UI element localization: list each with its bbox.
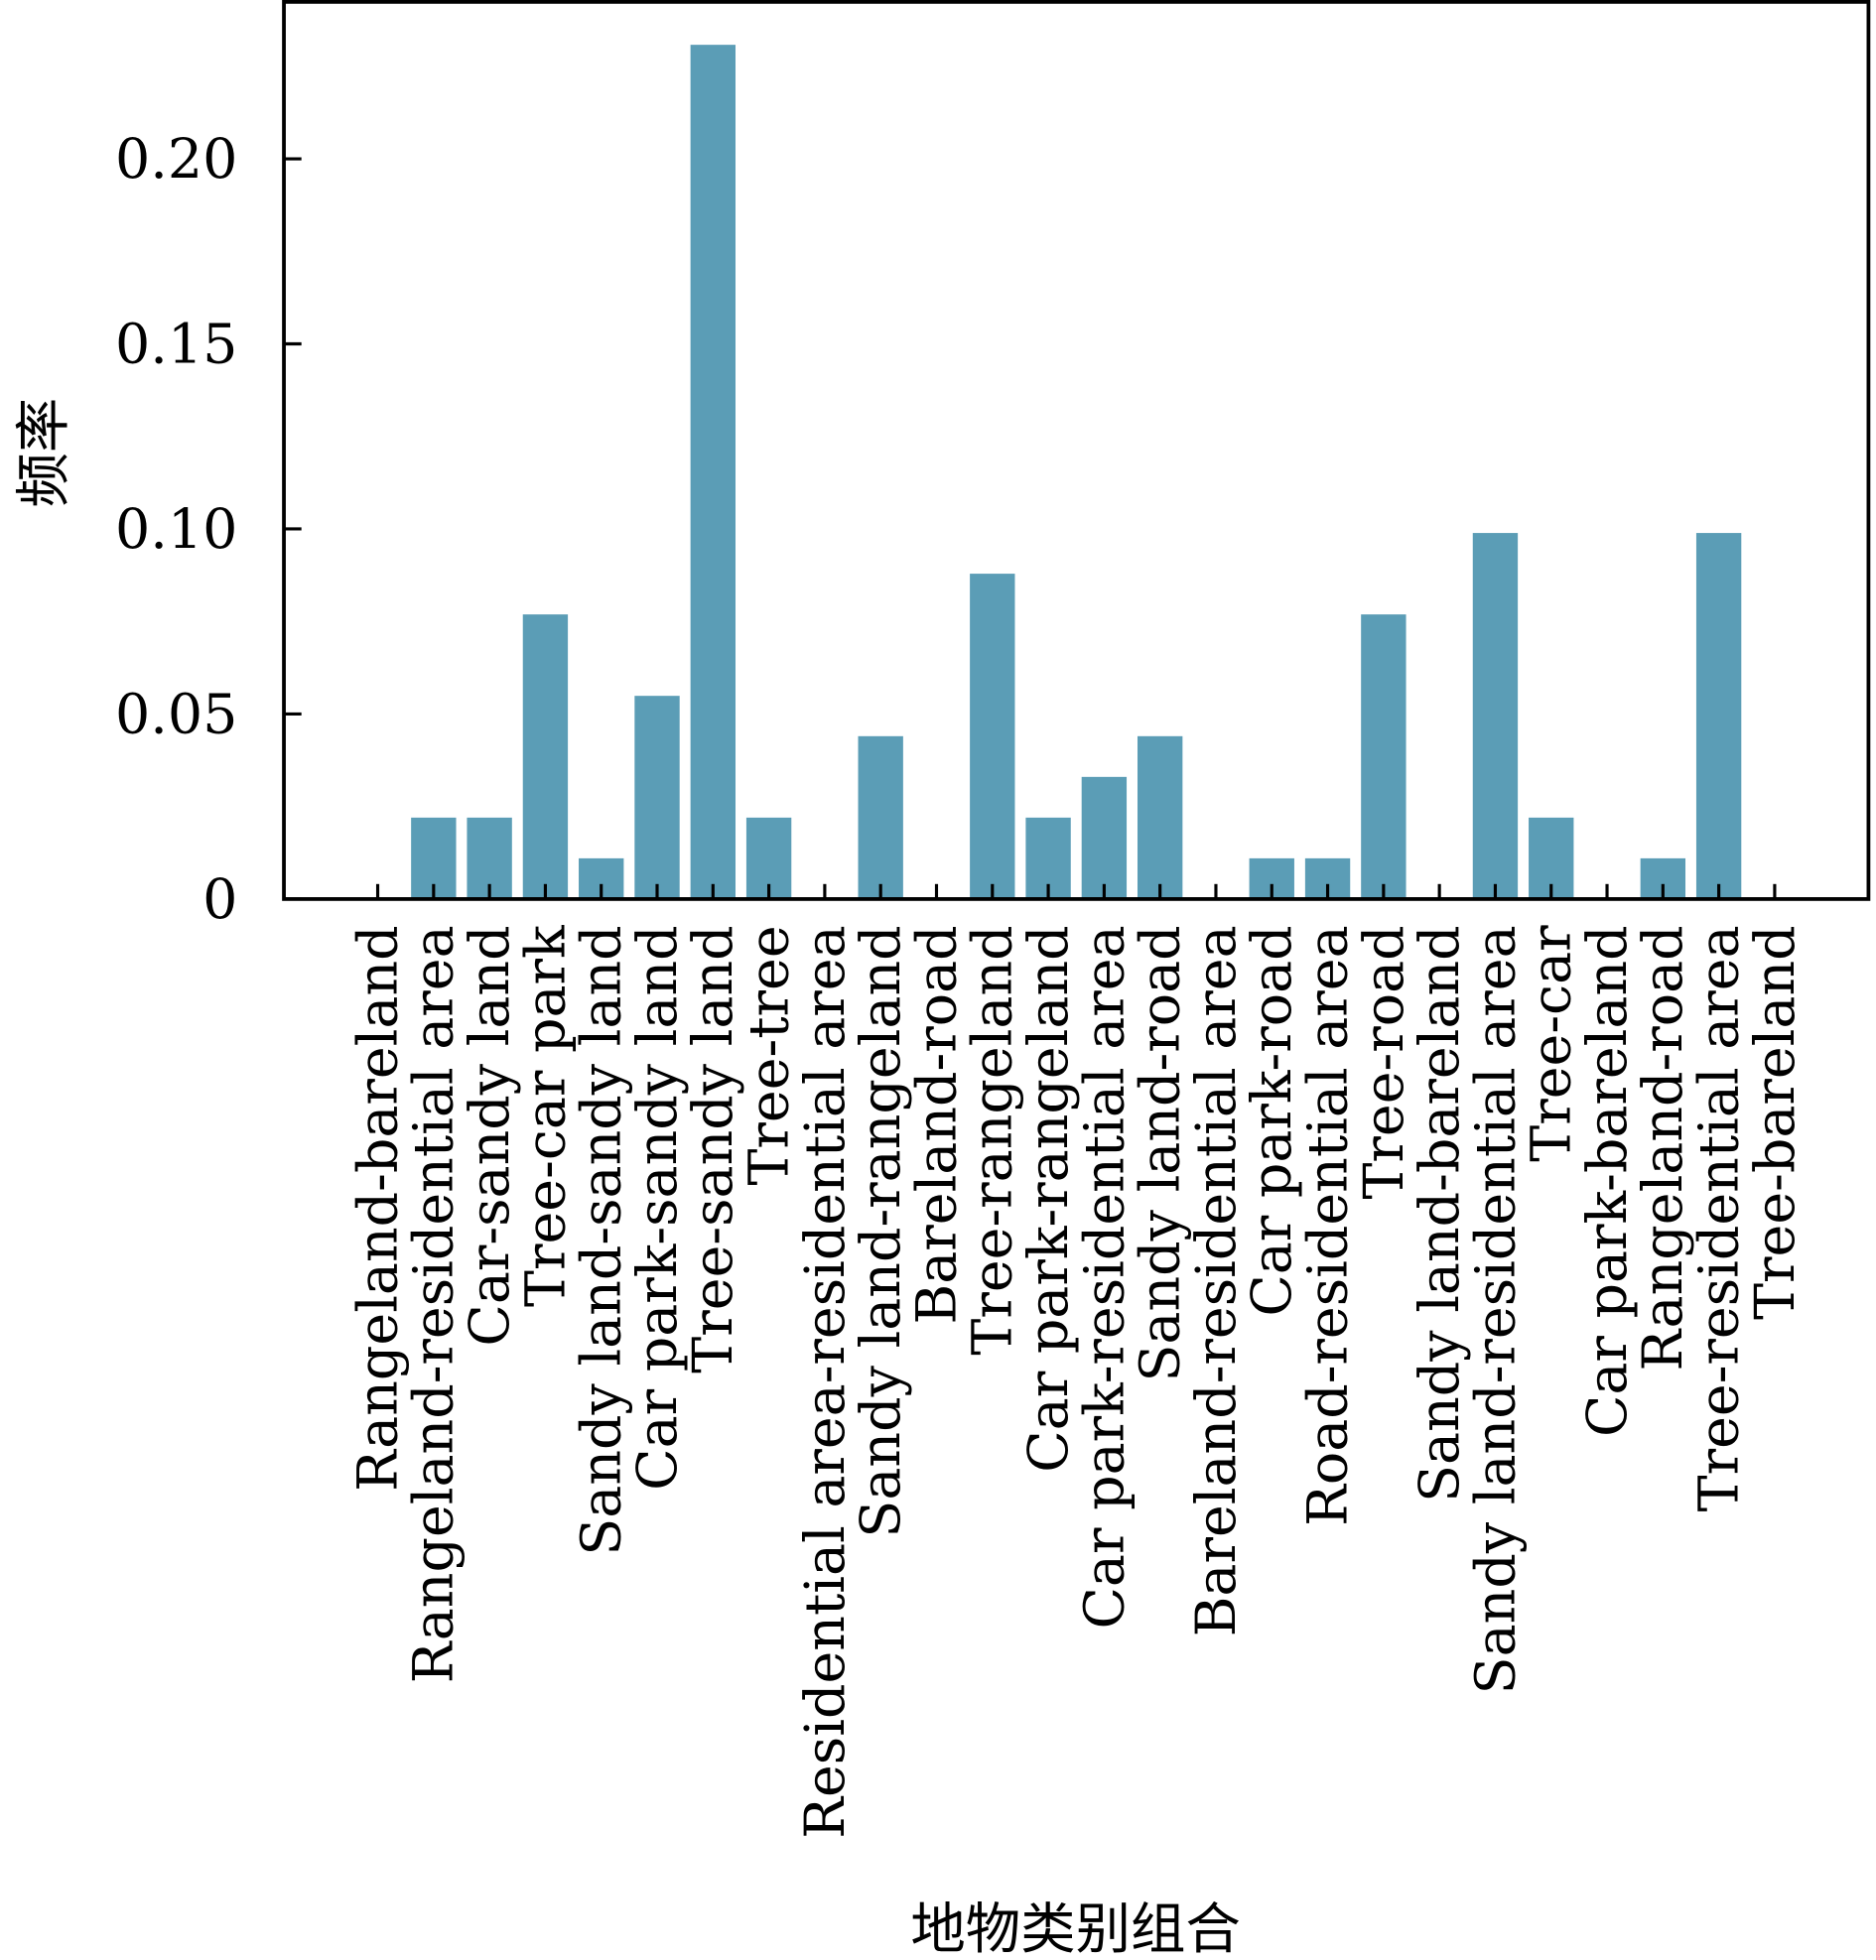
- bar: [970, 574, 1015, 899]
- y-tick-label: 0.05: [115, 683, 237, 746]
- x-tick-label: Sandy land-residential area: [1464, 925, 1528, 1694]
- x-tick-label: Sandy land-sandy land: [571, 925, 634, 1555]
- plot-frame: [282, 0, 1871, 901]
- y-tick-label: 0.20: [115, 128, 237, 192]
- bar: [1081, 776, 1128, 899]
- x-tick-label: Tree-rangeland: [962, 925, 1025, 1355]
- x-tick-label: Bareland-residential area: [1185, 925, 1249, 1636]
- x-tick-label: Sandy land-bareland: [1408, 925, 1472, 1503]
- x-tick-label: Car park-residential area: [1073, 925, 1137, 1629]
- x-tick-label: Sandy land-road: [1130, 925, 1193, 1381]
- x-tick-label: Car park-road: [1241, 925, 1304, 1316]
- x-tick-label: Tree-sandy land: [682, 925, 745, 1372]
- x-tick-label: Car park-sandy land: [626, 925, 690, 1490]
- bar: [1361, 614, 1407, 899]
- bar: [522, 614, 569, 899]
- x-tick-label: Tree-road: [1353, 925, 1416, 1199]
- bar: [634, 696, 680, 899]
- x-tick-label: Rangeland-road: [1632, 925, 1695, 1371]
- x-tick-label: Car-sandy land: [459, 925, 522, 1346]
- x-tick-label: Tree-car park: [514, 925, 578, 1307]
- bar: [690, 45, 736, 899]
- y-tick-label: 0: [202, 868, 237, 932]
- y-axis: 0 0.05 0.10 0.15 0.20: [115, 128, 302, 932]
- x-tick-label: Tree-car: [1521, 925, 1584, 1162]
- x-tick-label: Road-residential area: [1296, 925, 1360, 1526]
- y-tick-label: 0.10: [115, 498, 237, 562]
- x-tick-label: Rangeland-bareland: [346, 925, 410, 1491]
- bars: [411, 45, 1742, 899]
- x-axis: Rangeland-barelandRangeland-residential …: [346, 883, 1808, 1839]
- x-tick-label: Tree-bareland: [1744, 925, 1808, 1320]
- y-tick-label: 0.15: [115, 313, 237, 376]
- x-tick-label: Tree-tree: [738, 925, 802, 1185]
- y-axis-label: 频率: [13, 398, 76, 508]
- bar: [1695, 533, 1742, 899]
- x-tick-label: Rangeland-residential area: [403, 925, 467, 1683]
- bar: [858, 735, 903, 899]
- x-tick-label: Residential area-residential area: [794, 925, 858, 1838]
- bar: [1137, 735, 1183, 899]
- x-tick-label: Tree-residential area: [1688, 925, 1752, 1511]
- x-axis-label: 地物类别组合: [910, 1898, 1241, 1960]
- bar: [1472, 533, 1519, 899]
- x-tick-label: Sandy land-rangeland: [850, 925, 913, 1537]
- x-tick-label: Car park-rangeland: [1017, 925, 1081, 1472]
- x-tick-label: Car park-bareland: [1576, 925, 1640, 1437]
- x-tick-label: Bareland-road: [905, 925, 969, 1324]
